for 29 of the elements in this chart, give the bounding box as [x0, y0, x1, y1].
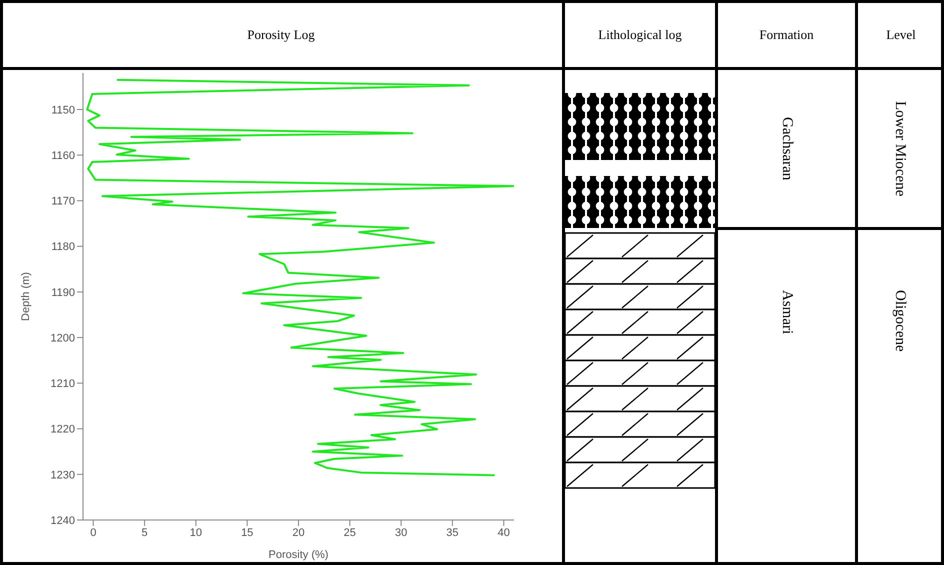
- text: Oligocene: [891, 290, 908, 352]
- x-tick-label: 40: [498, 526, 510, 539]
- x-axis-title: Porosity (%): [268, 549, 328, 561]
- x-tick-label: 15: [241, 526, 254, 539]
- y-tick-label: 1200: [50, 332, 75, 344]
- text: Lithological log: [565, 3, 718, 70]
- x-tick-label: 0: [90, 526, 96, 539]
- y-tick-label: 1230: [50, 469, 75, 482]
- x-tick-label: 25: [344, 526, 356, 539]
- chart-title: Porosity Log: [0, 3, 565, 70]
- x-tick-label: 10: [190, 526, 202, 539]
- text: Gachsaran: [778, 116, 795, 180]
- y-tick-label: 1180: [51, 241, 75, 254]
- x-tick-label: 30: [394, 526, 408, 539]
- y-tick-label: 1210: [50, 378, 75, 390]
- y-tick-label: 1240: [50, 514, 75, 527]
- text: Asmari: [778, 290, 795, 334]
- text: Formation: [718, 3, 858, 70]
- y-tick-label: 1150: [51, 104, 75, 116]
- x-tick-label: 5: [142, 526, 148, 539]
- x-tick-label: 20: [292, 526, 305, 539]
- y-axis-title: Depth (m): [20, 272, 32, 321]
- text: Level: [858, 3, 944, 70]
- text: Lower Miocene: [891, 100, 908, 196]
- y-tick-label: 1160: [51, 150, 75, 162]
- y-tick-label: 1220: [50, 424, 75, 436]
- y-tick-label: 1190: [51, 286, 75, 299]
- y-tick-label: 1170: [51, 196, 75, 208]
- x-tick-label: 35: [446, 526, 459, 539]
